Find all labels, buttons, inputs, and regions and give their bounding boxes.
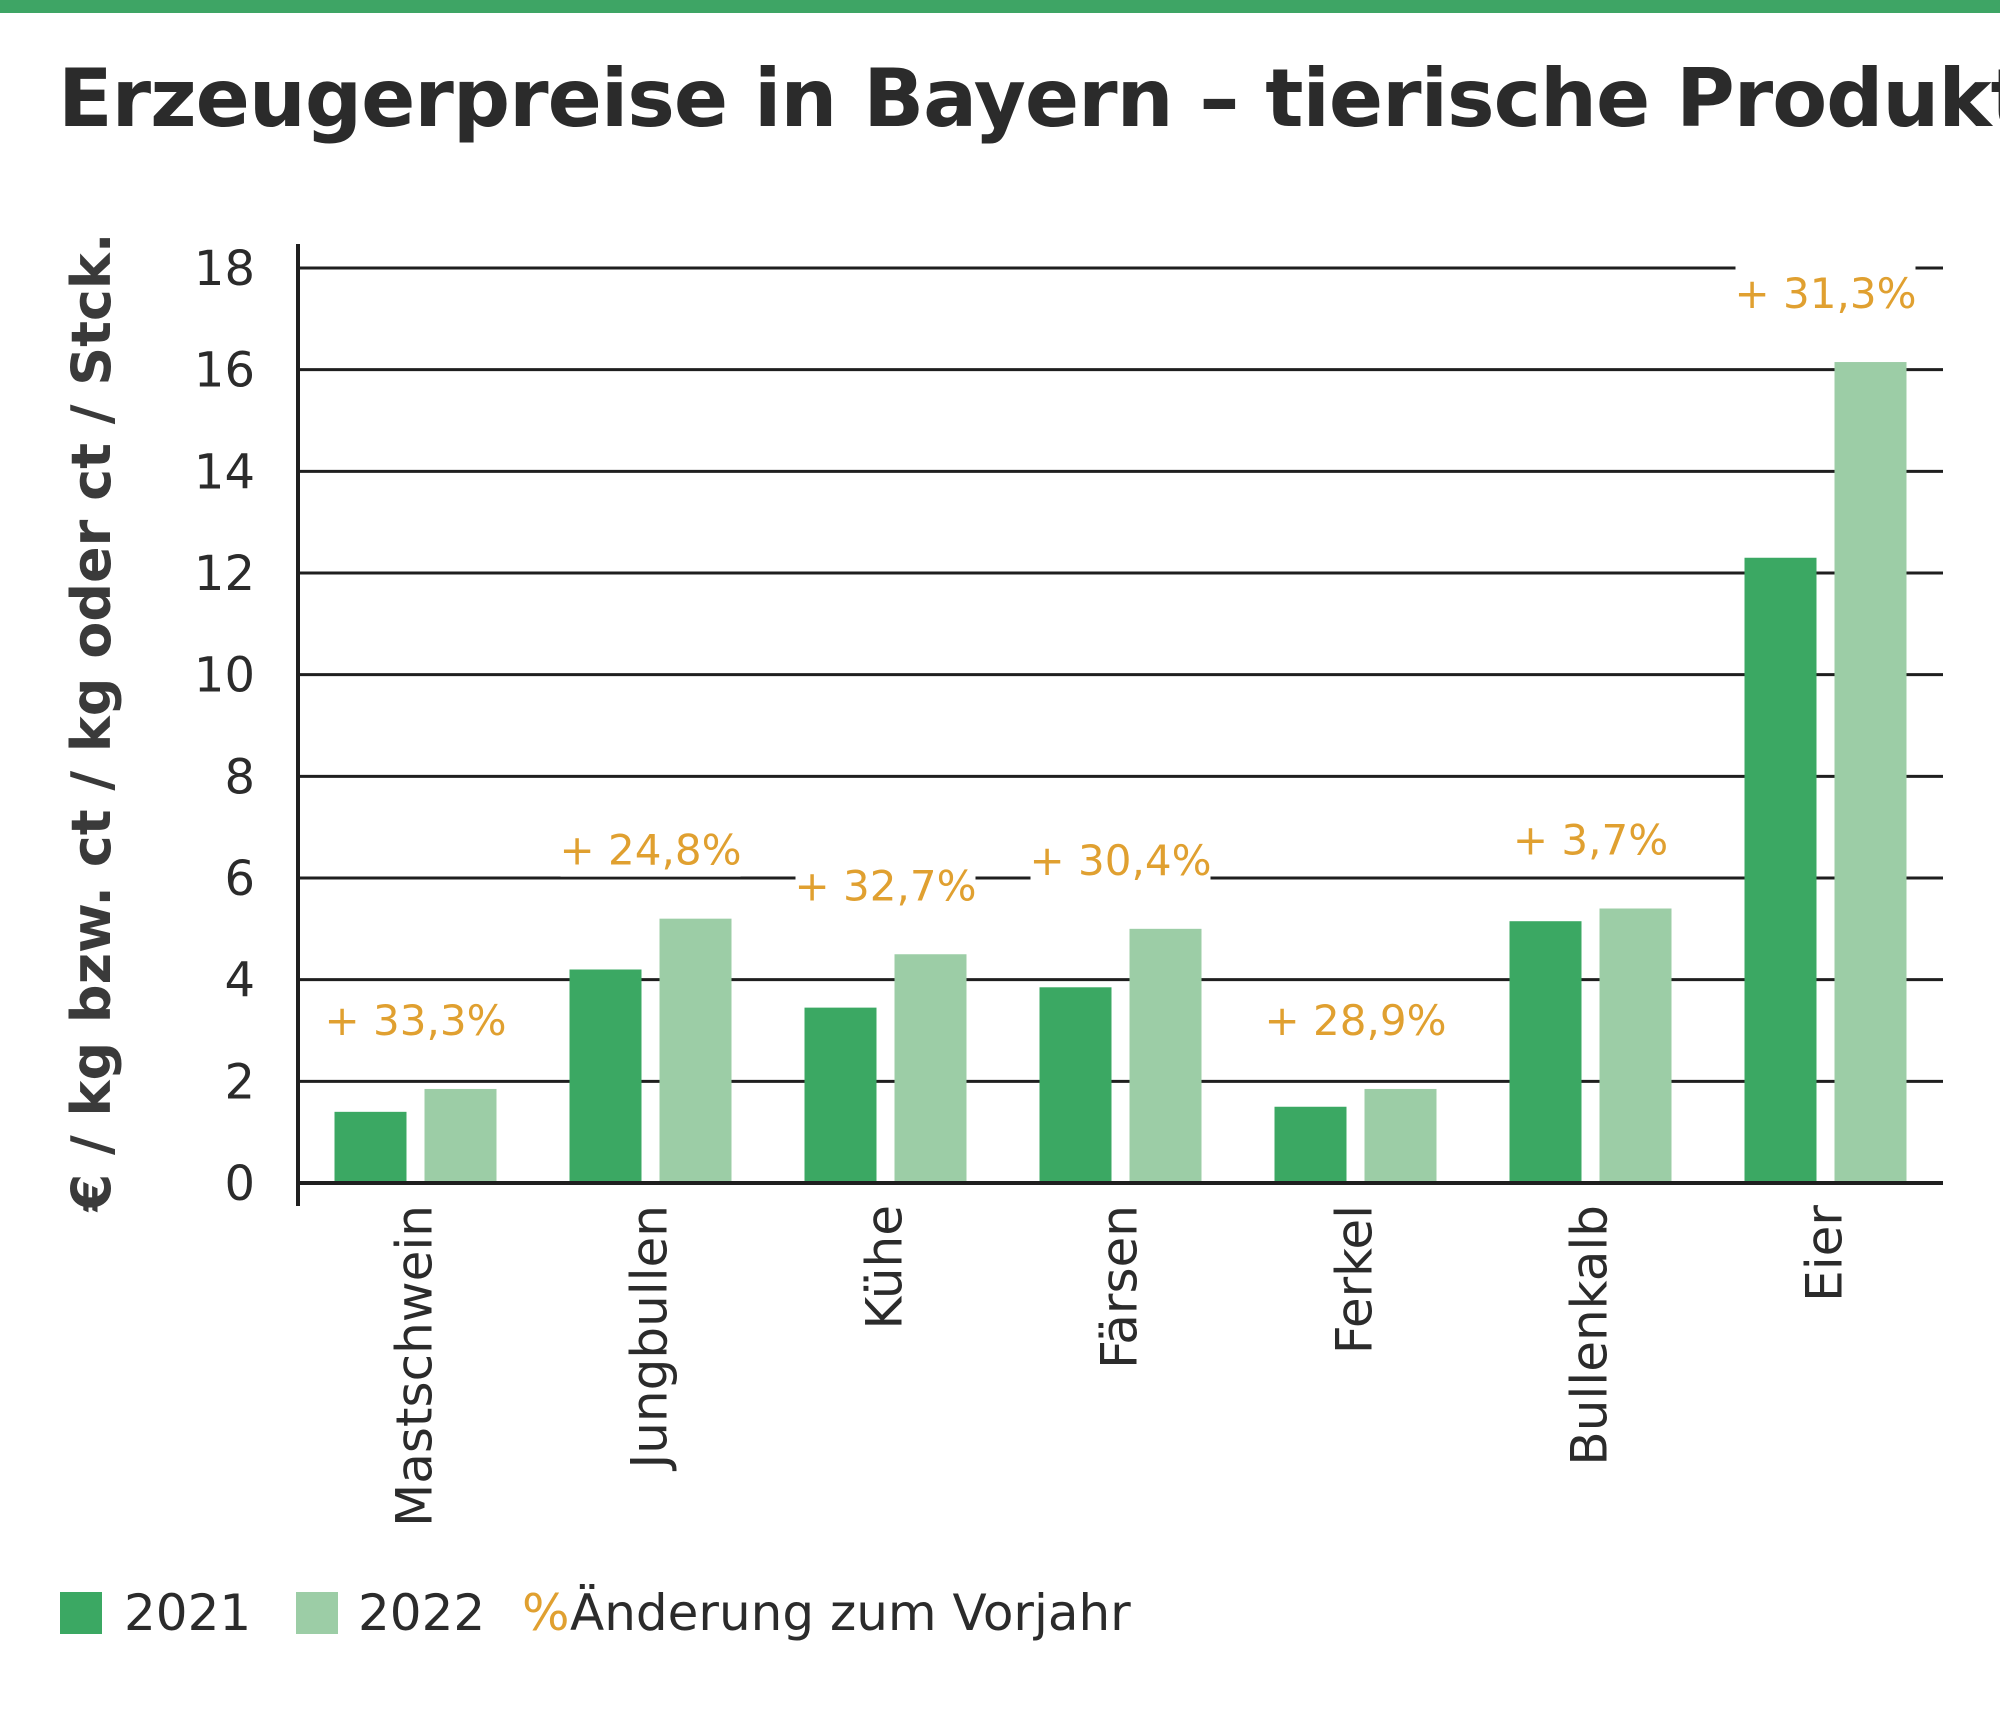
legend-pct-symbol: % [522, 1584, 570, 1642]
change-annotation: + 24,8% [560, 826, 742, 875]
bar-2021 [1039, 987, 1112, 1183]
annotation-background [1030, 832, 1211, 887]
bar-2022 [1599, 908, 1672, 1183]
y-tick-label: 8 [224, 749, 255, 805]
category-label: Kühe [856, 1205, 914, 1329]
axes [296, 244, 1943, 1206]
category-label: Färsen [1091, 1205, 1149, 1369]
change-annotation: + 30,4% [1030, 836, 1212, 885]
y-tick-label: 16 [194, 343, 255, 399]
change-annotation: + 32,7% [795, 861, 977, 910]
bar-2022 [1129, 928, 1202, 1183]
bar-2021 [334, 1111, 407, 1183]
bar-2022 [894, 954, 967, 1183]
bar-2021 [1274, 1106, 1347, 1183]
change-annotation: + 33,3% [325, 996, 507, 1045]
category-label: Jungbullen [621, 1205, 679, 1472]
annotation-background [1735, 266, 1916, 321]
y-tick-label: 6 [224, 851, 255, 907]
annotation-background [795, 858, 976, 913]
bars [334, 362, 1907, 1184]
annotation-background [325, 992, 506, 1047]
bar-chart: 0 2 4 6 8 10 12 14 16 18 € / kg bzw. ct / kg oder … [60, 233, 1943, 1527]
legend-label-2021: 2021 [124, 1584, 252, 1642]
y-tick-label: 2 [224, 1054, 255, 1110]
gridlines [298, 266, 1943, 1083]
chart-title: Erzeugerpreise in Bayern – tierische Pro… [58, 52, 2000, 145]
y-tick-label: 4 [224, 953, 255, 1009]
legend-swatch-2021 [60, 1592, 102, 1634]
bar-2021 [1509, 921, 1582, 1183]
annotation-background [560, 822, 741, 877]
category-label: Mastschwein [386, 1205, 444, 1527]
bar-2022 [659, 918, 732, 1183]
y-axis-label: € / kg bzw. ct / kg oder ct / Stck. [60, 233, 123, 1214]
y-tick-label: 10 [194, 648, 255, 704]
annotation-background [1265, 992, 1446, 1047]
category-label: Bullenkalb [1561, 1205, 1619, 1466]
y-tick-label: 0 [224, 1156, 255, 1212]
annotation-background [1500, 812, 1681, 867]
change-annotation: + 3,7% [1513, 816, 1668, 865]
legend-swatch-2022 [296, 1592, 338, 1634]
category-label: Eier [1796, 1205, 1854, 1302]
bar-2022 [1834, 362, 1907, 1184]
legend-label-change: Änderung zum Vorjahr [570, 1584, 1131, 1642]
change-annotation: + 31,3% [1735, 269, 1917, 318]
y-tick-label: 14 [194, 444, 255, 500]
labels: 0 2 4 6 8 10 12 14 16 18 € / kg bzw. ct / kg oder … [60, 233, 1916, 1527]
bar-2021 [569, 969, 642, 1183]
bar-2022 [1364, 1088, 1437, 1183]
y-tick-label: 18 [194, 241, 255, 297]
category-label: Ferkel [1326, 1205, 1384, 1354]
bar-2021 [1744, 557, 1817, 1183]
y-tick-label: 12 [194, 546, 255, 602]
bar-2022 [424, 1088, 497, 1183]
legend-label-2022: 2022 [358, 1584, 486, 1642]
bar-2021 [804, 1007, 877, 1183]
top-accent-bar [0, 0, 2000, 13]
change-annotation: + 28,9% [1265, 996, 1447, 1045]
